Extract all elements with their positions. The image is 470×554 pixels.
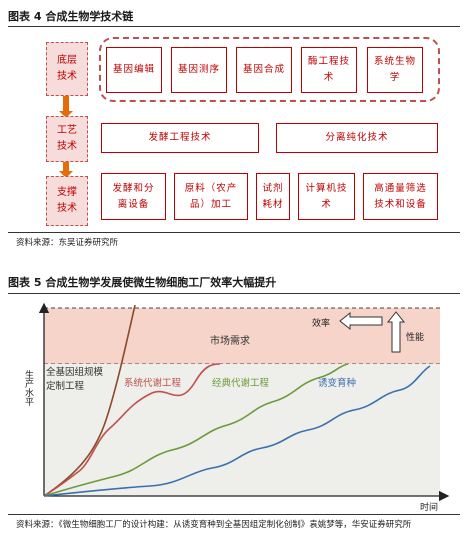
tech-box-gene-sequencing: 基因测序 bbox=[171, 47, 227, 93]
tech-box-systems-biology: 系统生物学 bbox=[367, 47, 423, 93]
figure4-source: 资料来源：东吴证券研究所 bbox=[16, 238, 119, 248]
tech-box-enzyme-engineering: 酶工程技术 bbox=[301, 47, 357, 93]
curve-mutagenesis bbox=[43, 365, 431, 497]
row-label-support: 支撑 技术 bbox=[46, 176, 88, 226]
series-label-line: 定制工程 bbox=[46, 380, 85, 392]
efficiency-arrow-icon bbox=[339, 311, 383, 331]
efficiency-chart: 生产水平 时间 市场需求 效率 性能 全基因组规模 定制工程 系统代谢工程 经典… bbox=[23, 302, 450, 513]
performance-arrow-icon bbox=[386, 311, 406, 353]
tech-box-equipment: 发酵和分 离设备 bbox=[101, 173, 166, 220]
curve-systems-metabolic bbox=[43, 363, 221, 497]
series-label-line: 全基因组规模 bbox=[46, 366, 104, 378]
series-label-genome-scale: 全基因组规模 定制工程 bbox=[46, 366, 106, 392]
performance-label: 性能 bbox=[406, 331, 424, 343]
tech-box-fermentation: 发酵工程技术 bbox=[101, 123, 259, 153]
x-axis-label: 时间 bbox=[420, 501, 438, 513]
down-arrow-1 bbox=[59, 96, 73, 118]
tech-box-gene-editing: 基因编辑 bbox=[106, 47, 162, 93]
tech-box-separation: 分离纯化技术 bbox=[276, 123, 438, 153]
tech-box-high-throughput: 高通量筛选 技术和设备 bbox=[363, 173, 438, 220]
y-axis-label: 生产水平 bbox=[23, 369, 34, 407]
tech-box-gene-synthesis: 基因合成 bbox=[236, 47, 292, 93]
efficiency-label: 效率 bbox=[312, 317, 330, 329]
production-area bbox=[44, 364, 440, 496]
row-label-foundational: 底层 技术 bbox=[46, 42, 88, 96]
tech-box-reagents: 试剂 耗材 bbox=[256, 173, 290, 220]
down-arrow-2 bbox=[59, 162, 73, 178]
curve-genome-scale bbox=[43, 304, 136, 497]
figure4-title-rule bbox=[8, 26, 460, 27]
figure5-bottom-rule bbox=[8, 514, 460, 515]
series-label-systems-metabolic: 系统代谢工程 bbox=[124, 377, 182, 389]
tech-box-computing: 计算机技术 bbox=[298, 173, 355, 220]
figure5-source: 资料来源：《微生物细胞工厂的设计构建：从诱变育种到全基因组定制化创制》袁姚梦等，… bbox=[16, 520, 412, 530]
figure5-title: 图表 5 合成生物学发展使微生物细胞工厂效率大幅提升 bbox=[8, 276, 277, 289]
tech-box-raw-materials: 原料（农产 品）加工 bbox=[174, 173, 248, 220]
row-label-text: 底层 技术 bbox=[57, 55, 77, 82]
market-demand-label: 市场需求 bbox=[210, 334, 250, 347]
row-label-process: 工艺 技术 bbox=[46, 116, 88, 162]
series-label-classical-metabolic: 经典代谢工程 bbox=[212, 377, 270, 389]
row-label-text: 工艺 技术 bbox=[57, 125, 77, 152]
series-label-mutagenesis: 诱变育种 bbox=[318, 377, 356, 389]
figure4-bottom-rule bbox=[8, 232, 460, 233]
curve-classical-metabolic bbox=[43, 363, 349, 497]
row-label-text: 支撑 技术 bbox=[57, 187, 77, 214]
foundational-tech-group bbox=[99, 37, 440, 102]
figure4-title: 图表 4 合成生物学技术链 bbox=[8, 10, 134, 23]
figure5-title-rule bbox=[8, 293, 460, 294]
